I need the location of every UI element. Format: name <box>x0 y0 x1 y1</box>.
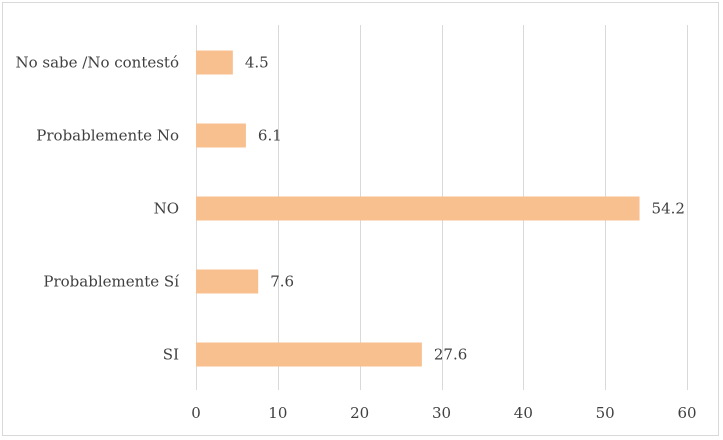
bar <box>196 123 246 148</box>
x-tick-label: 0 <box>191 404 201 422</box>
category-label: Probablemente Sí <box>43 273 179 291</box>
data-label: 27.6 <box>434 346 467 364</box>
category-label: No sabe /No contestó <box>15 54 179 72</box>
data-label: 7.6 <box>270 273 294 291</box>
labels: 0 10 20 30 40 50 60 No sabe /No contestó 4.5 Prob… <box>15 54 696 423</box>
bar <box>196 269 259 294</box>
category-label: Probablemente No <box>36 127 179 145</box>
data-label: 6.1 <box>258 127 282 145</box>
bar <box>196 196 640 221</box>
x-tick-label: 60 <box>677 404 696 422</box>
x-tick-label: 50 <box>596 404 615 422</box>
x-tick-label: 40 <box>514 404 533 422</box>
bars <box>196 50 640 367</box>
x-tick-label: 20 <box>350 404 369 422</box>
data-label: 54.2 <box>652 200 685 218</box>
category-label: SI <box>163 346 179 364</box>
bar <box>196 50 233 75</box>
data-label: 4.5 <box>245 54 269 72</box>
x-tick-label: 30 <box>432 404 451 422</box>
category-label: NO <box>154 200 179 218</box>
bar <box>196 342 422 367</box>
x-tick-label: 10 <box>268 404 287 422</box>
